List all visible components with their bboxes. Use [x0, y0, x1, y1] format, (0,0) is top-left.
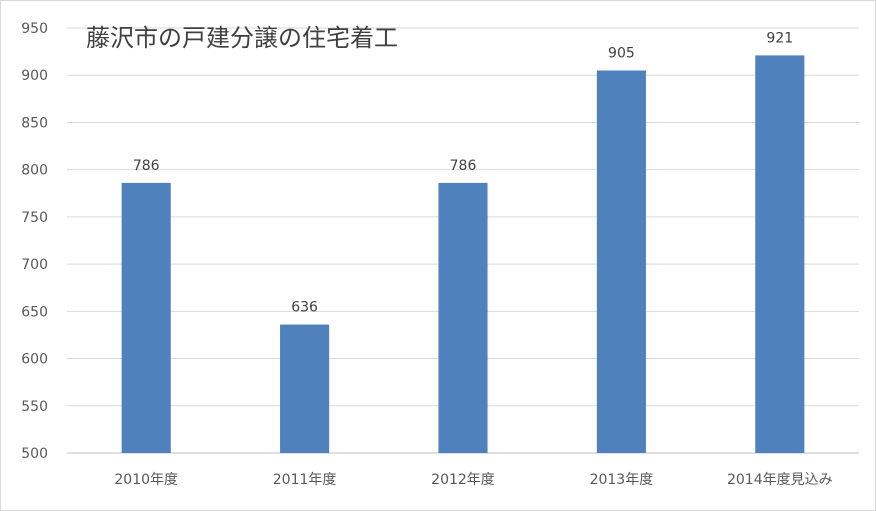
bar	[438, 182, 488, 453]
x-tick-label: 2010年度	[114, 472, 178, 488]
y-tick-label: 500	[21, 446, 48, 462]
y-tick-label: 950	[21, 21, 48, 37]
data-label: 786	[133, 158, 160, 174]
y-tick-label: 900	[21, 68, 48, 84]
y-tick-label: 800	[21, 163, 48, 179]
y-tick-label: 600	[21, 352, 48, 368]
bar	[596, 70, 646, 453]
y-axis-ticks: 500 550 600 650 700 750 800 850 900 950	[21, 21, 48, 462]
y-tick-label: 750	[21, 210, 48, 226]
y-tick-label: 850	[21, 115, 48, 131]
data-label: 905	[608, 46, 635, 62]
y-tick-label: 650	[21, 304, 48, 320]
x-tick-label: 2013年度	[590, 472, 654, 488]
data-label: 921	[766, 30, 793, 46]
y-tick-label: 700	[21, 257, 48, 273]
x-tick-label: 2011年度	[273, 472, 337, 488]
data-labels: 786 636 786 905 921	[133, 30, 793, 315]
data-label: 636	[291, 300, 318, 316]
x-tick-label: 2012年度	[431, 472, 495, 488]
x-tick-label: 2014年度見込み	[727, 472, 833, 488]
bar	[280, 324, 330, 453]
gridlines	[67, 27, 859, 454]
bars	[121, 55, 805, 454]
bar	[121, 182, 171, 453]
bar	[755, 55, 805, 454]
y-tick-label: 550	[21, 399, 48, 415]
x-axis-ticks: 2010年度 2011年度 2012年度 2013年度 2014年度見込み	[114, 472, 832, 488]
chart-title: 藤沢市の戸建分譲の住宅着工	[86, 24, 398, 52]
data-label: 786	[450, 158, 477, 174]
